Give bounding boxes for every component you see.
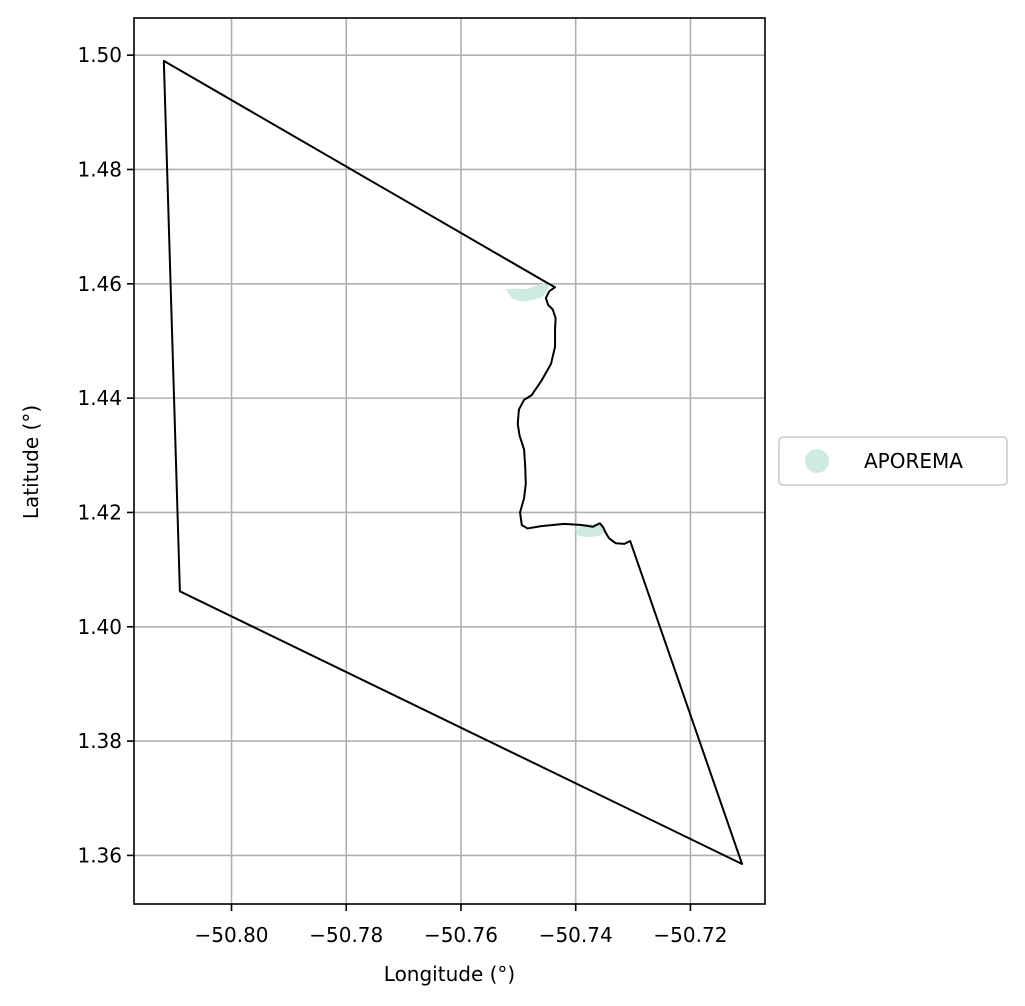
x-tick-label: −50.72	[653, 923, 727, 947]
aporema-area-polygon	[575, 523, 605, 538]
x-tick-label: −50.78	[309, 923, 383, 947]
legend-box	[778, 436, 1008, 486]
legend-label-aporema: APOREMA	[864, 449, 963, 473]
municipality-boundary	[162, 59, 744, 865]
y-tick-label: 1.46	[77, 272, 122, 296]
boundary-outline	[162, 59, 744, 865]
aporema-area-polygon	[505, 282, 549, 302]
y-tick-label: 1.36	[77, 843, 122, 867]
y-tick-label: 1.44	[77, 386, 122, 410]
feature-polygons	[505, 282, 605, 538]
axis-ticks: −50.80 −50.78 −50.76 −50.74 −50.72 1.36 1.38 1.…	[77, 43, 727, 947]
y-tick-label: 1.48	[77, 157, 122, 181]
y-tick-label: 1.40	[77, 615, 122, 639]
x-tick-label: −50.74	[539, 923, 613, 947]
grid-lines	[134, 18, 765, 904]
legend: APOREMA	[778, 436, 1008, 486]
plot-frame	[133, 17, 766, 905]
y-tick-label: 1.42	[77, 500, 122, 524]
x-axis-title: Longitude (°)	[384, 962, 515, 986]
y-tick-label: 1.50	[77, 43, 122, 67]
x-tick-label: −50.80	[195, 923, 269, 947]
legend-marker-aporema	[805, 449, 829, 473]
y-axis-title: Latitude (°)	[19, 405, 43, 519]
y-tick-label: 1.38	[77, 729, 122, 753]
x-tick-label: −50.76	[424, 923, 498, 947]
